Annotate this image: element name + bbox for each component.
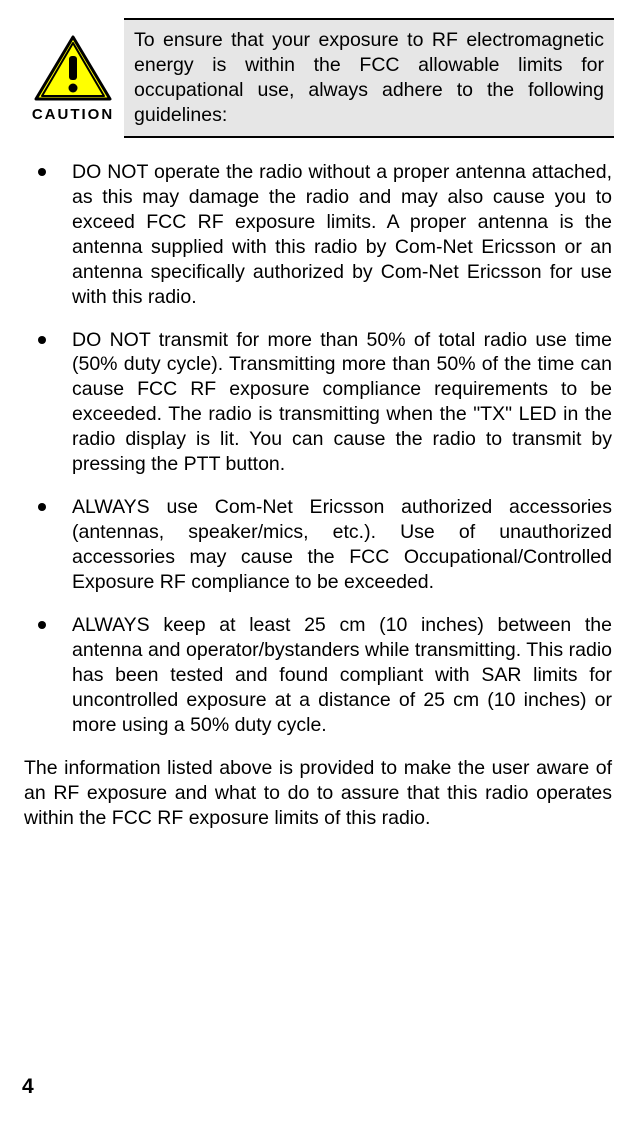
list-item: DO NOT transmit for more than 50% of tot… bbox=[24, 328, 612, 478]
caution-call-out: CAUTION To ensure that your exposure to … bbox=[22, 18, 614, 138]
bullet-icon bbox=[38, 336, 46, 344]
caution-triangle-icon bbox=[33, 34, 113, 102]
closing-paragraph: The information listed above is provided… bbox=[22, 756, 614, 831]
bullet-text: ALWAYS use Com-Net Ericsson authorized a… bbox=[72, 495, 612, 595]
list-item: ALWAYS use Com-Net Ericsson authorized a… bbox=[24, 495, 612, 595]
bullet-text: DO NOT transmit for more than 50% of tot… bbox=[72, 328, 612, 478]
caution-text: To ensure that your exposure to RF elect… bbox=[124, 18, 614, 138]
bullet-icon bbox=[38, 621, 46, 629]
caution-label: CAUTION bbox=[32, 106, 114, 123]
bullet-icon bbox=[38, 503, 46, 511]
page-number: 4 bbox=[22, 1075, 34, 1099]
page: CAUTION To ensure that your exposure to … bbox=[0, 0, 636, 1121]
list-item: DO NOT operate the radio without a prope… bbox=[24, 160, 612, 310]
list-item: ALWAYS keep at least 25 cm (10 inches) b… bbox=[24, 613, 612, 738]
bullet-text: DO NOT operate the radio without a prope… bbox=[72, 160, 612, 310]
bullet-icon bbox=[38, 168, 46, 176]
caution-icon-cell: CAUTION bbox=[22, 18, 124, 138]
bullet-text: ALWAYS keep at least 25 cm (10 inches) b… bbox=[72, 613, 612, 738]
guideline-list: DO NOT operate the radio without a prope… bbox=[22, 160, 614, 738]
